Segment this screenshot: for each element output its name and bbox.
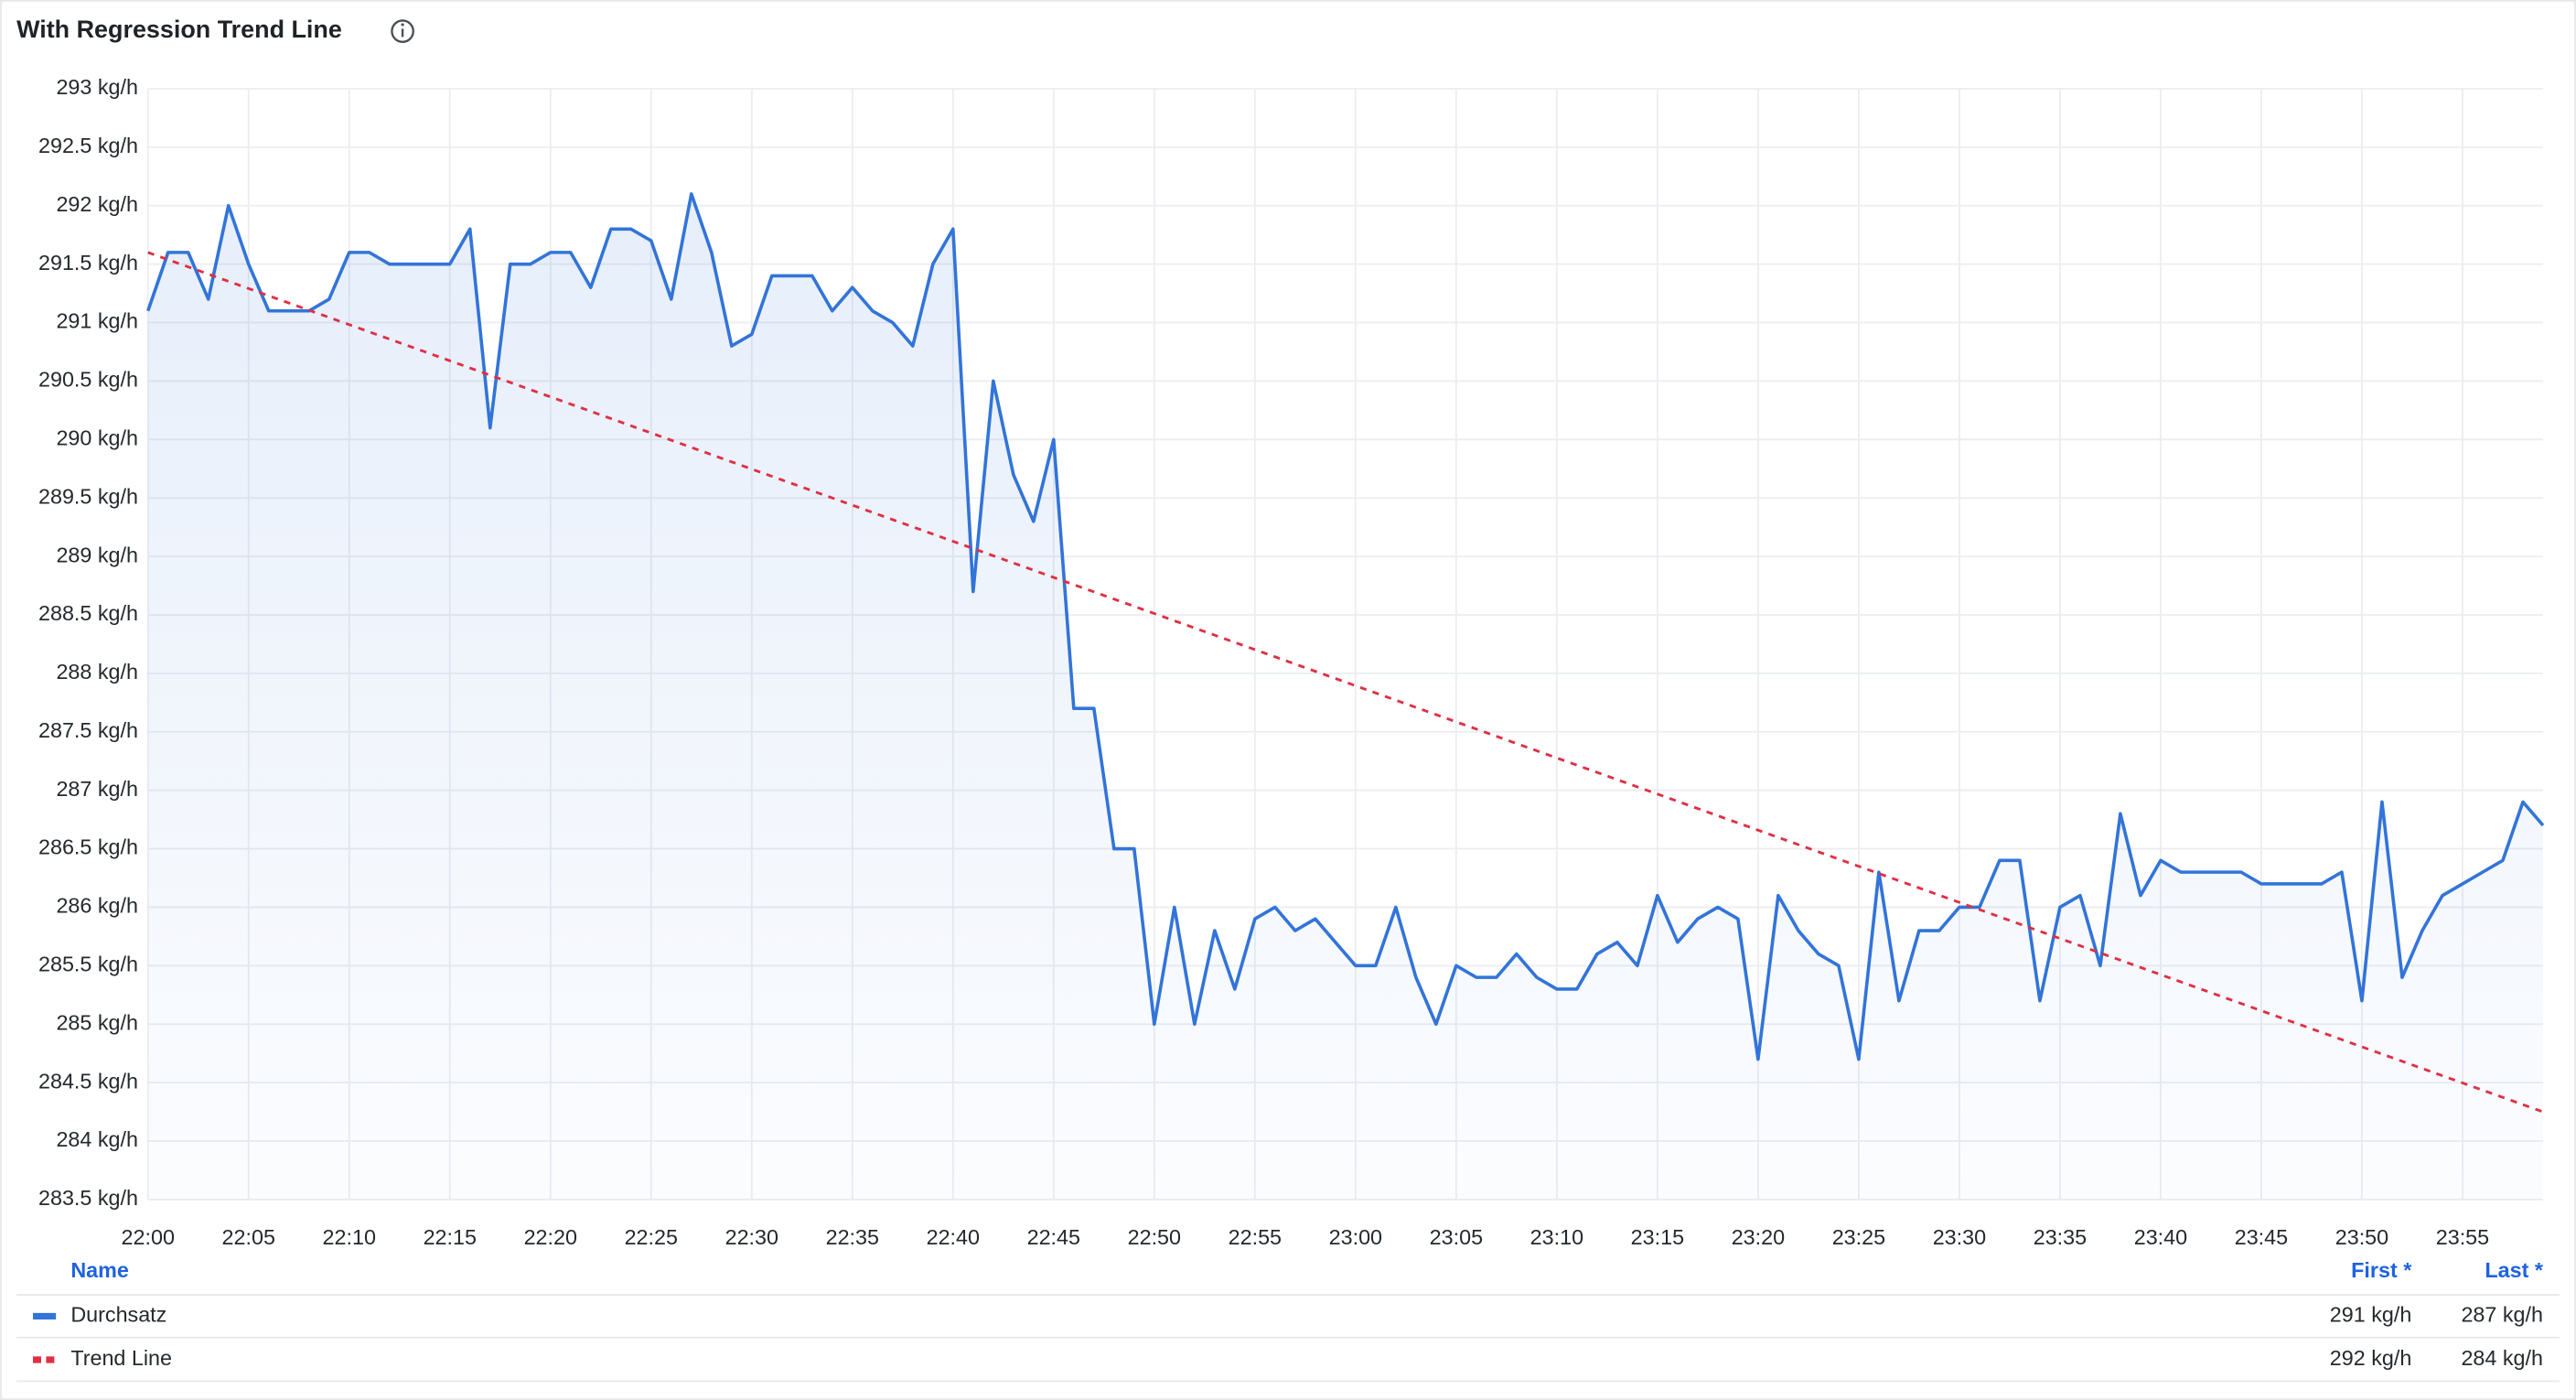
x-tick-label: 22:50 — [1128, 1225, 1181, 1249]
x-tick-label: 23:20 — [1732, 1225, 1785, 1249]
x-tick-label: 22:35 — [826, 1225, 879, 1249]
y-tick-label: 291 kg/h — [56, 309, 138, 333]
legend-stat: 284 kg/h — [2461, 1346, 2543, 1370]
x-tick-label: 23:40 — [2134, 1225, 2187, 1249]
y-tick-label: 290.5 kg/h — [38, 368, 138, 392]
y-tick-label: 284.5 kg/h — [38, 1069, 138, 1093]
legend-stat: 292 kg/h — [2330, 1346, 2412, 1370]
x-tick-label: 22:05 — [222, 1225, 275, 1249]
y-tick-label: 293 kg/h — [56, 75, 138, 99]
y-tick-label: 286.5 kg/h — [38, 835, 138, 859]
x-tick-label: 22:55 — [1229, 1225, 1282, 1249]
y-tick-label: 289.5 kg/h — [38, 484, 138, 508]
y-tick-label: 284 kg/h — [56, 1127, 138, 1151]
x-tick-label: 22:20 — [524, 1225, 577, 1249]
x-tick-label: 22:10 — [323, 1225, 376, 1249]
x-tick-label: 22:30 — [725, 1225, 778, 1249]
chart-title: With Regression Trend Line — [16, 16, 342, 43]
series-line — [147, 251, 2544, 1114]
y-tick-label: 287 kg/h — [56, 777, 138, 801]
y-tick-label: 292.5 kg/h — [38, 134, 138, 157]
y-tick-label: 292 kg/h — [56, 192, 138, 216]
y-tick-label: 287.5 kg/h — [38, 718, 138, 742]
y-tick-label: 286 kg/h — [56, 894, 138, 918]
x-tick-label: 23:00 — [1329, 1225, 1382, 1249]
x-tick-label: 23:10 — [1530, 1225, 1583, 1249]
series-line — [146, 192, 2545, 1061]
x-tick-label: 23:25 — [1832, 1225, 1885, 1249]
y-tick-label: 285 kg/h — [56, 1010, 138, 1034]
x-tick-label: 22:15 — [424, 1225, 477, 1249]
x-tick-label: 22:25 — [625, 1225, 678, 1249]
legend-header[interactable]: Last * — [2485, 1258, 2543, 1282]
x-tick-label: 22:40 — [927, 1225, 980, 1249]
x-tick-label: 22:45 — [1027, 1225, 1080, 1249]
x-tick-label: 23:30 — [1933, 1225, 1986, 1249]
legend-header[interactable]: Name — [70, 1258, 129, 1282]
y-tick-label: 288 kg/h — [56, 660, 138, 684]
x-tick-label: 23:45 — [2235, 1225, 2288, 1249]
series-area — [147, 193, 2543, 1200]
legend-header[interactable]: First * — [2351, 1258, 2412, 1282]
y-tick-label: 290 kg/h — [56, 425, 138, 449]
x-tick-label: 23:35 — [2034, 1225, 2087, 1249]
legend-name[interactable]: Trend Line — [70, 1346, 172, 1370]
y-tick-label: 289 kg/h — [56, 543, 138, 566]
y-tick-label: 283.5 kg/h — [38, 1186, 138, 1210]
legend-stat: 291 kg/h — [2330, 1303, 2412, 1327]
legend-name[interactable]: Durchsatz — [70, 1303, 166, 1327]
y-tick-label: 291.5 kg/h — [38, 251, 138, 275]
x-tick-label: 23:50 — [2335, 1225, 2388, 1249]
info-icon[interactable] — [391, 19, 414, 43]
x-tick-label: 22:00 — [122, 1225, 175, 1249]
x-tick-label: 23:15 — [1631, 1225, 1684, 1249]
x-tick-label: 23:55 — [2436, 1225, 2489, 1249]
x-tick-label: 23:05 — [1430, 1225, 1483, 1249]
y-tick-label: 288.5 kg/h — [38, 601, 138, 625]
legend-stat: 287 kg/h — [2461, 1303, 2543, 1327]
y-tick-label: 285.5 kg/h — [38, 953, 138, 976]
